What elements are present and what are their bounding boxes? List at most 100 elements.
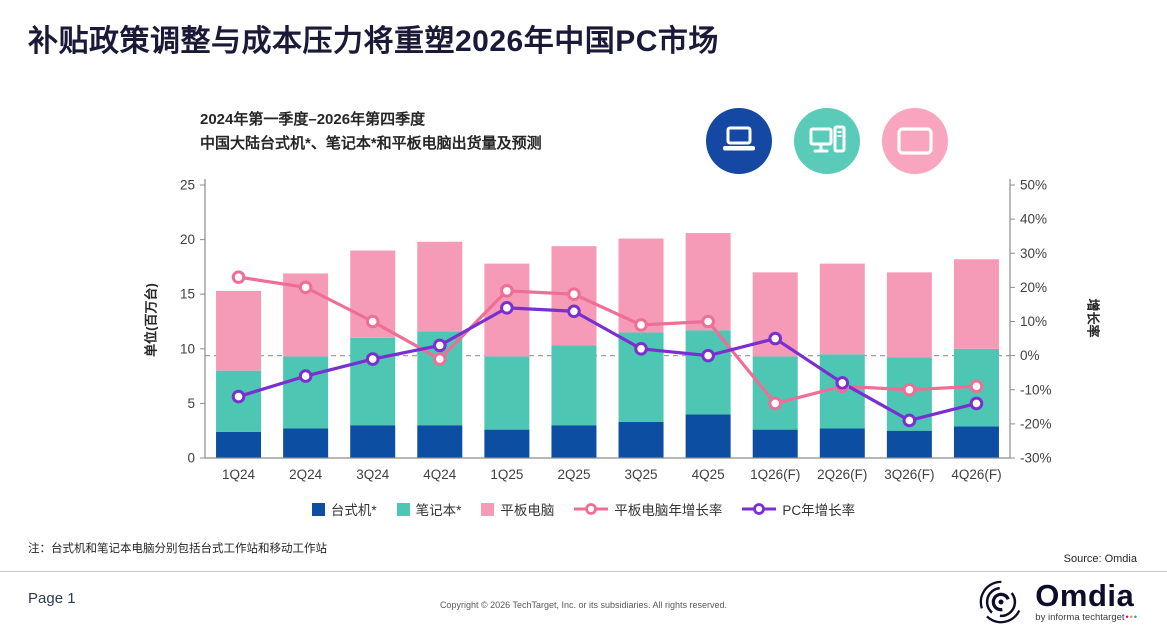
bar-segment xyxy=(752,429,798,458)
legend-swatch xyxy=(396,502,410,516)
bar-segment xyxy=(953,259,999,349)
line-marker xyxy=(298,369,313,383)
bar-segment xyxy=(685,414,731,458)
legend-label: 平板电脑 xyxy=(500,503,555,518)
x-axis-label: 3Q26(F) xyxy=(884,467,934,482)
line-marker xyxy=(768,396,783,411)
tablet-icon xyxy=(882,108,948,174)
legend-line-swatch xyxy=(574,503,609,515)
bar-segment xyxy=(417,425,463,458)
right-axis-tick: 10% xyxy=(1020,314,1047,329)
line-marker xyxy=(969,379,984,394)
chart-legend: 台式机* 笔记本* 平板电脑 平板电脑年增长率 PC年增长率 xyxy=(0,499,1167,519)
line-marker xyxy=(902,413,917,428)
legend-item: PC年增长率 xyxy=(742,499,855,519)
growth-line xyxy=(236,306,979,423)
omdia-logo-tagline: by informa techtarget••• xyxy=(1035,612,1137,623)
left-axis-tick: 25 xyxy=(180,178,195,193)
laptop-glyph xyxy=(723,126,755,151)
legend-label: 台式机* xyxy=(330,503,377,518)
copyright: Copyright © 2026 TechTarget, Inc. or its… xyxy=(439,600,728,610)
device-icons xyxy=(706,108,948,174)
desktop-glyph xyxy=(809,125,846,153)
line-marker xyxy=(365,314,380,329)
legend-swatch xyxy=(481,502,495,516)
line-marker xyxy=(634,342,648,356)
footnote: 注：台式机和笔记本电脑分别包括台式工作站和移动工作站 xyxy=(28,543,327,555)
legend-swatch xyxy=(311,502,325,516)
bar-segment xyxy=(417,241,463,332)
legend-label: PC年增长率 xyxy=(782,503,856,518)
right-axis-tick: -20% xyxy=(1020,416,1052,431)
left-axis-tick: 0 xyxy=(187,451,195,466)
x-axis-label: 4Q26(F) xyxy=(951,467,1001,482)
left-axis-tick: 10 xyxy=(180,341,195,356)
legend-item: 台式机* xyxy=(311,499,377,519)
tagline-dot-teal: • xyxy=(1133,612,1137,622)
left-axis-tick: 5 xyxy=(187,396,195,411)
right-axis-tick: 0% xyxy=(1020,348,1040,363)
bar-segment xyxy=(618,421,664,458)
chart-subtitle: 2024年第一季度–2026年第四季度 中国大陆台式机*、笔记本*和平板电脑出货… xyxy=(200,108,542,156)
line-marker xyxy=(500,283,514,298)
x-axis-label: 2Q26(F) xyxy=(817,467,867,482)
right-axis-tick: 50% xyxy=(1020,178,1047,193)
tablet-glyph xyxy=(897,127,933,155)
source-label: Source: Omdia xyxy=(1063,553,1137,565)
bar-segment xyxy=(216,431,262,458)
page-title: 补贴政策调整与成本压力将重塑2026年中国PC市场 xyxy=(28,25,719,58)
line-marker xyxy=(567,304,581,319)
bar-segment xyxy=(886,430,932,458)
line-marker xyxy=(701,314,715,329)
bar-segment xyxy=(551,425,597,458)
bar-segment xyxy=(819,263,865,355)
line-marker xyxy=(298,280,313,295)
tagline-dot-orange: • xyxy=(1129,612,1133,622)
bar-segment xyxy=(484,356,530,430)
legend-item: 平板电脑年增长率 xyxy=(574,499,722,519)
bar-segment xyxy=(283,356,329,429)
legend-line-swatch xyxy=(742,503,777,515)
x-axis-label: 3Q25 xyxy=(625,467,658,482)
legend-label: 笔记本* xyxy=(415,503,462,518)
bar-segment xyxy=(819,428,865,458)
line-marker xyxy=(567,287,581,301)
right-axis-tick: 20% xyxy=(1020,280,1047,295)
x-axis-label: 1Q24 xyxy=(222,467,256,482)
legend-item: 平板电脑 xyxy=(481,499,554,519)
page-number: Page 1 xyxy=(28,590,76,607)
shipment-growth-chart: 0 5 10 15 20 25 50% 40% 30% 20% 10% 0% -10% -20% -30% 1… xyxy=(180,178,1052,483)
subtitle-line-1: 2024年第一季度–2026年第四季度 xyxy=(200,111,426,128)
right-axis-tick: 30% xyxy=(1020,246,1047,261)
line-marker xyxy=(902,382,917,397)
x-axis-label: 4Q25 xyxy=(692,467,725,482)
line-marker xyxy=(969,396,984,411)
legend-item: 笔记本* xyxy=(396,499,462,519)
bar-segment xyxy=(484,429,530,458)
omdia-logo-textblock: Omdia by informa techtarget••• xyxy=(1035,578,1137,623)
omdia-logo-icon xyxy=(979,580,1023,624)
bar-segment xyxy=(350,425,396,458)
x-axis-label: 4Q24 xyxy=(423,467,457,482)
right-axis-tick: -30% xyxy=(1020,451,1052,466)
line-marker xyxy=(231,389,246,404)
bar-segment xyxy=(886,272,932,358)
omdia-tagline-text: by informa techtarget xyxy=(1035,612,1125,623)
right-axis-tick: -10% xyxy=(1020,382,1052,397)
footer-divider xyxy=(0,571,1167,572)
x-axis-label: 3Q24 xyxy=(356,467,390,482)
line-marker xyxy=(835,376,850,390)
line-marker xyxy=(365,352,380,366)
bar-segment xyxy=(551,345,597,426)
bar-segment xyxy=(216,290,262,371)
subtitle-line-2: 中国大陆台式机*、笔记本*和平板电脑出货量及预测 xyxy=(200,135,542,152)
tagline-dot-pink: • xyxy=(1125,612,1129,622)
left-axis-tick: 15 xyxy=(180,287,195,302)
desktop-icon xyxy=(794,108,860,174)
omdia-logo-text: Omdia xyxy=(1035,578,1135,613)
bar-segment xyxy=(685,233,731,331)
bar-segment xyxy=(685,330,731,415)
x-axis-label: 1Q25 xyxy=(490,467,523,482)
left-axis-tick: 20 xyxy=(180,232,195,247)
